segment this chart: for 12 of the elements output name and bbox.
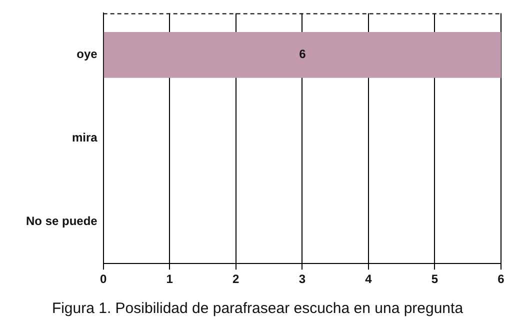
y-tick-label: No se puede (26, 214, 98, 228)
text: Figura 1. Posibilidad de parafrasear escucha en una pregunta (50, 300, 464, 317)
x-tick-label: 3 (298, 272, 306, 286)
x-tick-label: 0 (100, 272, 108, 286)
x-tick-label: 6 (498, 272, 505, 286)
y-tick-label: mira (72, 130, 98, 145)
data-label: 6 (299, 47, 306, 62)
x-tick-label: 5 (431, 272, 438, 286)
x-tick-label: 2 (232, 272, 240, 286)
y-tick-label: oye (76, 47, 98, 62)
x-tick-label: 4 (365, 272, 372, 286)
x-tick-label: 1 (166, 272, 174, 286)
